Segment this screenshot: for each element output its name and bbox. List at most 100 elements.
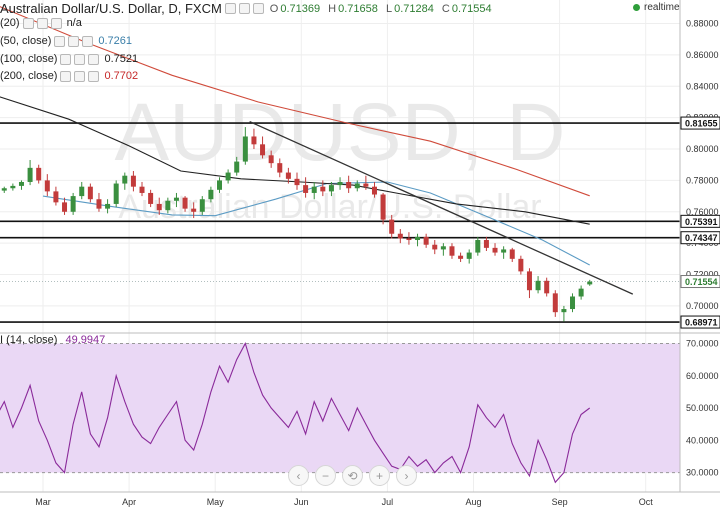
x-tick-label: May [207, 497, 225, 507]
candle [432, 240, 438, 255]
indicator-bb-value: n/a [66, 17, 82, 29]
settings-icon[interactable] [68, 35, 80, 47]
candle [492, 243, 498, 256]
candle [36, 164, 42, 184]
candle-body [328, 185, 334, 192]
candle-body [242, 136, 248, 162]
ma100-line [0, 96, 590, 225]
candle-body [406, 238, 412, 241]
ohlc-open-value: 0.71369 [280, 2, 321, 15]
visibility-toggle-icon[interactable] [54, 35, 66, 47]
candle-body [449, 246, 455, 256]
candle [320, 180, 326, 197]
candle [406, 232, 412, 245]
close-icon[interactable] [88, 53, 100, 65]
candle [303, 177, 309, 198]
x-tick-label: Jul [382, 497, 394, 507]
candle-body [165, 200, 171, 211]
candle-body [380, 194, 386, 220]
scroll-right-button[interactable]: › [396, 465, 417, 486]
rsi-y-tick-label: 30.0000 [686, 468, 719, 478]
candle [96, 192, 102, 212]
candle-body [526, 271, 532, 291]
chart-navigation: ‹ − ⟲ + › [288, 465, 417, 486]
settings-icon[interactable] [36, 17, 48, 29]
candle-body [148, 192, 154, 204]
settings-icon[interactable] [238, 3, 250, 14]
candle [234, 156, 240, 176]
x-tick-label: Jun [294, 497, 309, 507]
candle [199, 196, 205, 215]
candle-body [483, 240, 489, 248]
candle [475, 236, 481, 256]
ohlc-close-value: 0.71554 [451, 2, 492, 15]
candle [44, 174, 50, 197]
y-tick-label: 0.72000 [686, 270, 719, 280]
x-tick-labels: Mar Apr May Jun Jul Aug Sep Oct [35, 497, 653, 507]
candle-body [87, 186, 93, 200]
candle [544, 277, 550, 297]
level-label-box [680, 315, 720, 329]
candle [182, 196, 188, 212]
candle [397, 229, 403, 244]
candle [561, 305, 567, 322]
candle [285, 167, 291, 184]
visibility-toggle-icon[interactable] [22, 17, 34, 29]
level-label: 0.81655 [685, 119, 718, 129]
zoom-in-button[interactable]: + [369, 465, 390, 486]
candle [173, 192, 179, 208]
last-price-label: 0.71554 [685, 277, 718, 287]
ma200-line [0, 6, 590, 197]
scroll-left-button[interactable]: ‹ [288, 465, 309, 486]
candle-body [53, 191, 59, 203]
candle-body [191, 208, 197, 212]
visibility-toggle-icon[interactable] [60, 53, 72, 65]
candle [251, 128, 257, 150]
level-label: 0.75391 [685, 217, 718, 227]
candle-body [346, 181, 352, 189]
candle [389, 214, 395, 239]
candle [337, 177, 343, 190]
candle [526, 268, 532, 299]
candle [156, 197, 162, 215]
ohlc-open-label: O [269, 2, 279, 15]
close-icon[interactable] [82, 35, 94, 47]
candle [371, 181, 377, 198]
close-icon[interactable] [252, 3, 264, 14]
visibility-toggle-icon[interactable] [60, 70, 72, 82]
candle [578, 285, 584, 300]
candle [113, 180, 119, 208]
chart-title: Australian Dollar/U.S. Dollar, D, FXCM [0, 1, 222, 16]
candle-body [303, 185, 309, 193]
candle [509, 247, 515, 262]
candle-body [44, 180, 50, 192]
indicator-ma200-row: (200, close) 0.7702 [0, 70, 138, 82]
candle [346, 175, 352, 193]
close-icon[interactable] [88, 70, 100, 82]
indicator-ma50-row: (50, close) 0.7261 [0, 35, 132, 47]
candle-body [208, 189, 214, 200]
watermark-symbol: AUDUSD, D [114, 87, 565, 178]
candle-body [389, 219, 395, 234]
candle-body [156, 203, 162, 211]
visibility-toggle-icon[interactable] [224, 3, 236, 14]
settings-icon[interactable] [74, 70, 86, 82]
candle [354, 180, 360, 192]
rsi-y-tick-label: 70.0000 [686, 338, 719, 348]
close-icon[interactable] [50, 17, 62, 29]
candle-body [475, 240, 481, 253]
y-tick-label: 0.76000 [686, 207, 719, 217]
y-tick-label: 0.78000 [686, 175, 719, 185]
candle [139, 181, 145, 197]
candle-body [96, 199, 102, 209]
candle-body [466, 252, 472, 259]
reset-button[interactable]: ⟲ [342, 465, 363, 486]
candle [122, 172, 128, 190]
ohlc-close-label: C [441, 2, 450, 15]
candle-body [182, 197, 188, 209]
settings-icon[interactable] [74, 53, 86, 65]
candle [225, 169, 231, 184]
candle [87, 183, 93, 203]
candle-body [492, 247, 498, 253]
zoom-out-button[interactable]: − [315, 465, 336, 486]
